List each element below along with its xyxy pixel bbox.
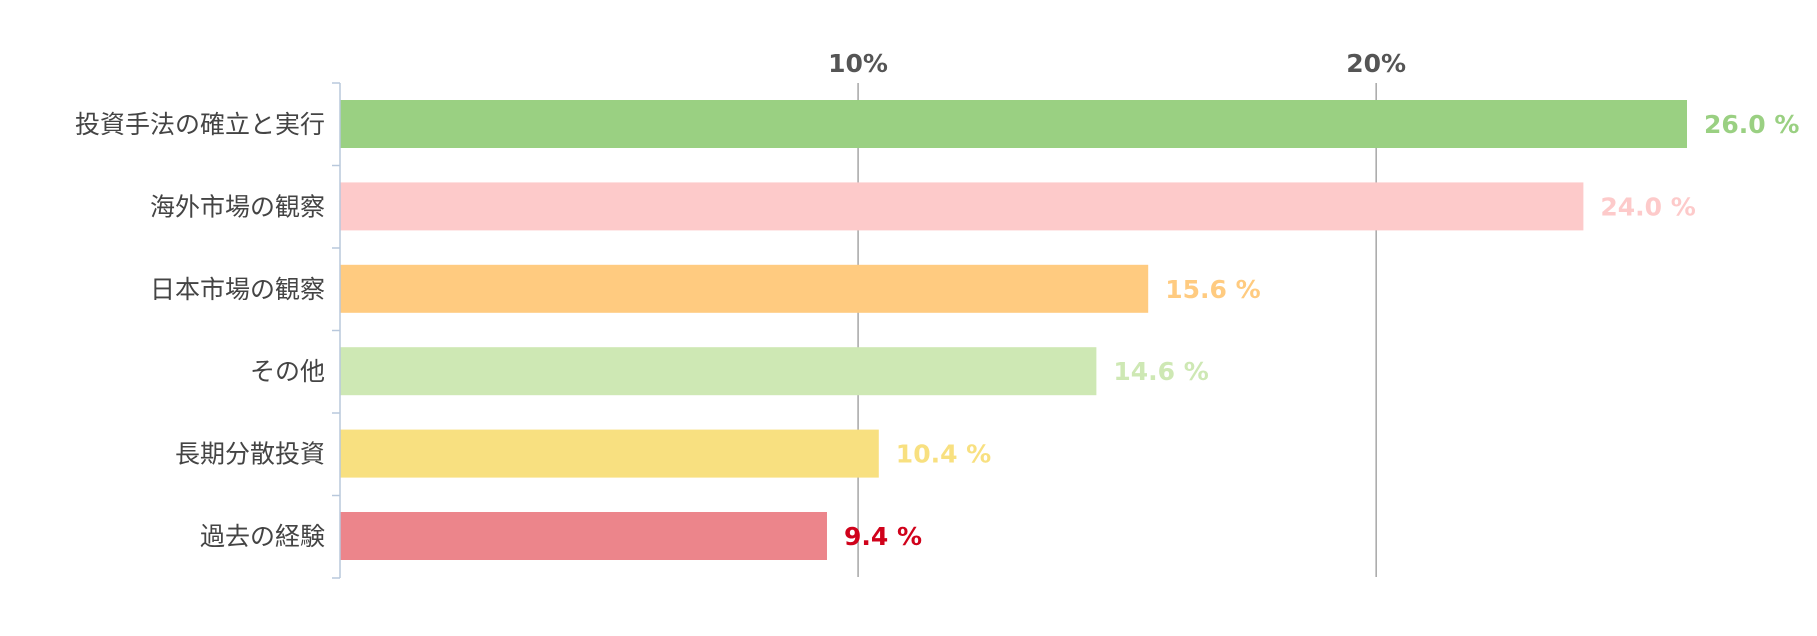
bar [340,512,827,560]
category-label: その他 [250,357,325,386]
value-label: 15.6 % [1165,275,1260,304]
x-tick-label: 10% [828,49,888,78]
bar [340,100,1687,148]
category-label: 過去の経験 [200,522,325,551]
x-axis-ticks: 10% 20% [828,49,1406,78]
bar [340,264,1149,313]
value-label: 24.0 % [1600,192,1695,221]
labels: 投資手法の確立と実行 26.0 % 海外市場の観察 24.0 % 日本市場の観察 15.6… [75,110,1799,551]
bar [340,347,1097,396]
bar [340,182,1584,231]
category-label: 海外市場の観察 [150,192,325,221]
bars [340,100,1687,560]
category-label: 長期分散投資 [175,440,325,469]
value-label: 26.0 % [1704,110,1799,139]
category-label: 日本市場の観察 [150,275,325,304]
value-label: 9.4 % [844,522,922,551]
value-label: 10.4 % [896,440,991,469]
gridlines [857,83,1377,577]
bar [340,429,879,478]
value-label: 14.6 % [1113,357,1208,386]
x-tick-label: 20% [1346,49,1406,78]
category-label: 投資手法の確立と実行 [75,110,325,139]
y-axis [332,82,341,579]
